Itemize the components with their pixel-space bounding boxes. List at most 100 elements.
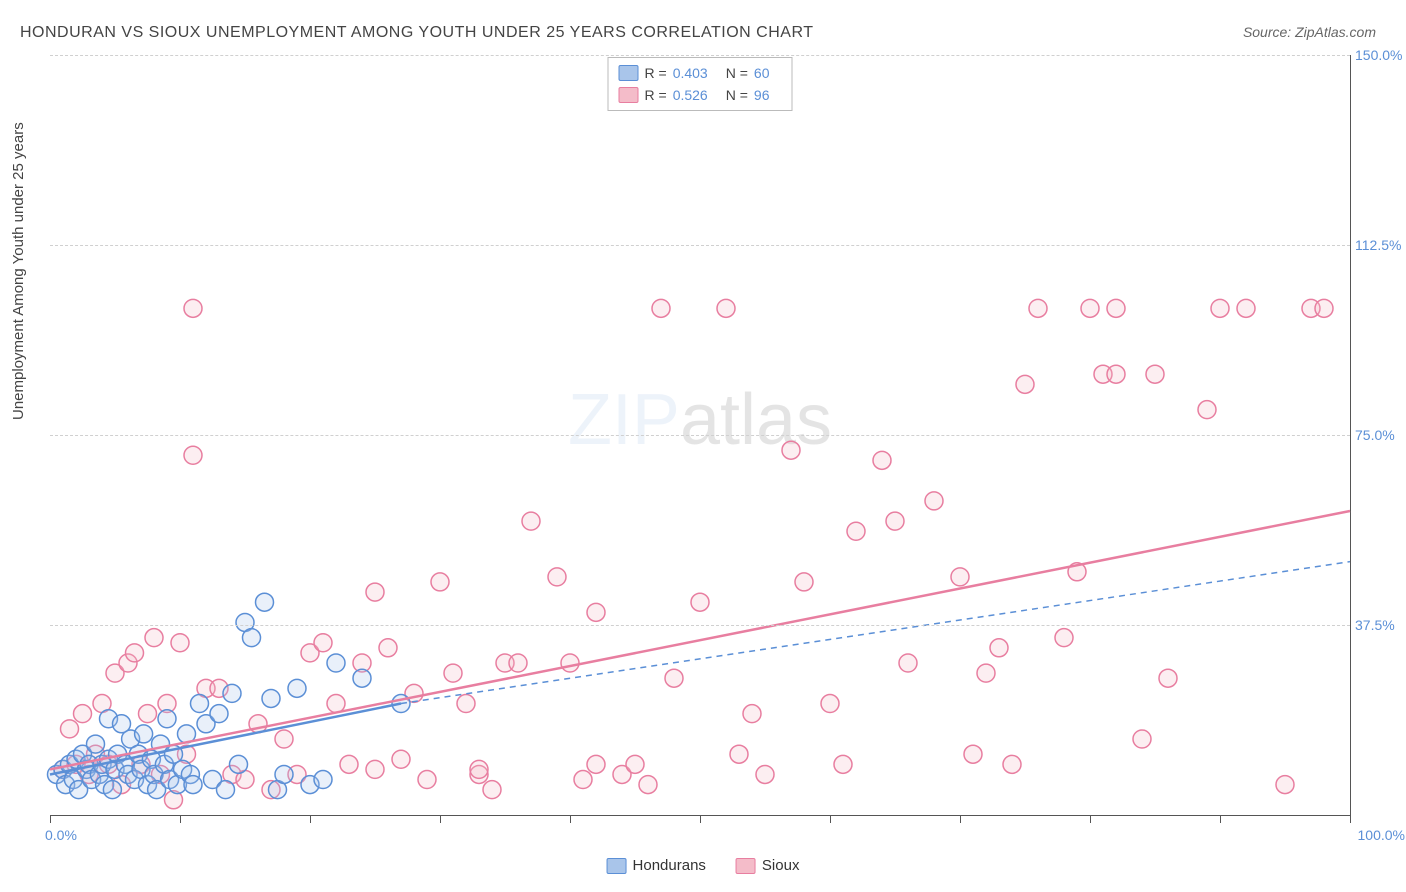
legend-n-value-hondurans: 60: [754, 62, 770, 84]
scatter-point: [103, 781, 121, 799]
y-axis-label: Unemployment Among Youth under 25 years: [10, 122, 27, 420]
scatter-point: [418, 771, 436, 789]
scatter-point: [379, 639, 397, 657]
scatter-point: [691, 593, 709, 611]
scatter-point: [230, 755, 248, 773]
y-tick-label: 112.5%: [1355, 237, 1406, 253]
x-tick: [310, 815, 311, 823]
plot-area: ZIPatlas R = 0.403 N = 60 R = 0.526 N = …: [50, 55, 1351, 816]
scatter-point: [977, 664, 995, 682]
series-legend: Hondurans Sioux: [607, 857, 800, 874]
scatter-point: [431, 573, 449, 591]
x-tick-label: 0.0%: [45, 827, 77, 843]
scatter-point: [1159, 669, 1177, 687]
scatter-point: [87, 735, 105, 753]
scatter-point: [275, 765, 293, 783]
legend-r-value-sioux: 0.526: [673, 84, 708, 106]
legend-r-label: R =: [645, 62, 667, 84]
x-tick: [1350, 815, 1351, 823]
scatter-point: [1107, 299, 1125, 317]
scatter-point: [1133, 730, 1151, 748]
scatter-point: [327, 695, 345, 713]
scatter-point: [217, 781, 235, 799]
trend-line-hondurans-extrapolated: [401, 562, 1350, 704]
gridline: [50, 55, 1350, 56]
legend-label-hondurans: Hondurans: [633, 857, 706, 874]
legend-r-value-hondurans: 0.403: [673, 62, 708, 84]
scatter-point: [145, 629, 163, 647]
scatter-point: [886, 512, 904, 530]
scatter-point: [587, 755, 605, 773]
scatter-point: [509, 654, 527, 672]
scatter-point: [210, 705, 228, 723]
scatter-point: [639, 776, 657, 794]
scatter-point: [184, 776, 202, 794]
scatter-point: [275, 730, 293, 748]
scatter-point: [1107, 365, 1125, 383]
scatter-point: [392, 750, 410, 768]
legend-n-label: N =: [726, 62, 748, 84]
x-tick: [180, 815, 181, 823]
scatter-point: [1276, 776, 1294, 794]
scatter-point: [782, 441, 800, 459]
scatter-point: [834, 755, 852, 773]
scatter-point: [1016, 375, 1034, 393]
scatter-point: [574, 771, 592, 789]
scatter-point: [756, 765, 774, 783]
scatter-point: [74, 705, 92, 723]
scatter-point: [964, 745, 982, 763]
legend-row-sioux: R = 0.526 N = 96: [619, 84, 782, 106]
scatter-point: [288, 679, 306, 697]
scatter-point: [990, 639, 1008, 657]
gridline: [50, 245, 1350, 246]
scatter-point: [366, 760, 384, 778]
scatter-point: [847, 522, 865, 540]
y-tick-label: 37.5%: [1355, 617, 1406, 633]
scatter-point: [327, 654, 345, 672]
scatter-point: [1237, 299, 1255, 317]
legend-r-label: R =: [645, 84, 667, 106]
scatter-point: [1081, 299, 1099, 317]
scatter-point: [795, 573, 813, 591]
scatter-point: [1315, 299, 1333, 317]
x-tick: [960, 815, 961, 823]
scatter-point: [821, 695, 839, 713]
scatter-point: [184, 299, 202, 317]
scatter-point: [314, 634, 332, 652]
scatter-point: [626, 755, 644, 773]
scatter-point: [243, 629, 261, 647]
scatter-point: [717, 299, 735, 317]
scatter-point: [184, 446, 202, 464]
scatter-point: [314, 771, 332, 789]
scatter-point: [652, 299, 670, 317]
scatter-point: [1003, 755, 1021, 773]
scatter-point: [483, 781, 501, 799]
scatter-point: [1029, 299, 1047, 317]
legend-label-sioux: Sioux: [762, 857, 800, 874]
scatter-point: [340, 755, 358, 773]
legend-swatch-sioux: [619, 87, 639, 103]
scatter-point: [730, 745, 748, 763]
scatter-point: [171, 634, 189, 652]
scatter-point: [470, 760, 488, 778]
scatter-point: [951, 568, 969, 586]
scatter-point: [743, 705, 761, 723]
scatter-point: [256, 593, 274, 611]
scatter-point: [135, 725, 153, 743]
scatter-point: [1146, 365, 1164, 383]
legend-row-hondurans: R = 0.403 N = 60: [619, 62, 782, 84]
scatter-point: [444, 664, 462, 682]
scatter-point: [457, 695, 475, 713]
scatter-point: [665, 669, 683, 687]
x-tick: [830, 815, 831, 823]
source-attribution: Source: ZipAtlas.com: [1243, 24, 1376, 40]
scatter-point: [899, 654, 917, 672]
legend-n-label: N =: [726, 84, 748, 106]
scatter-point: [353, 669, 371, 687]
gridline: [50, 625, 1350, 626]
legend-item-sioux: Sioux: [736, 857, 800, 874]
scatter-point: [1211, 299, 1229, 317]
scatter-point: [223, 684, 241, 702]
correlation-legend: R = 0.403 N = 60 R = 0.526 N = 96: [608, 57, 793, 111]
legend-swatch-sioux: [736, 858, 756, 874]
